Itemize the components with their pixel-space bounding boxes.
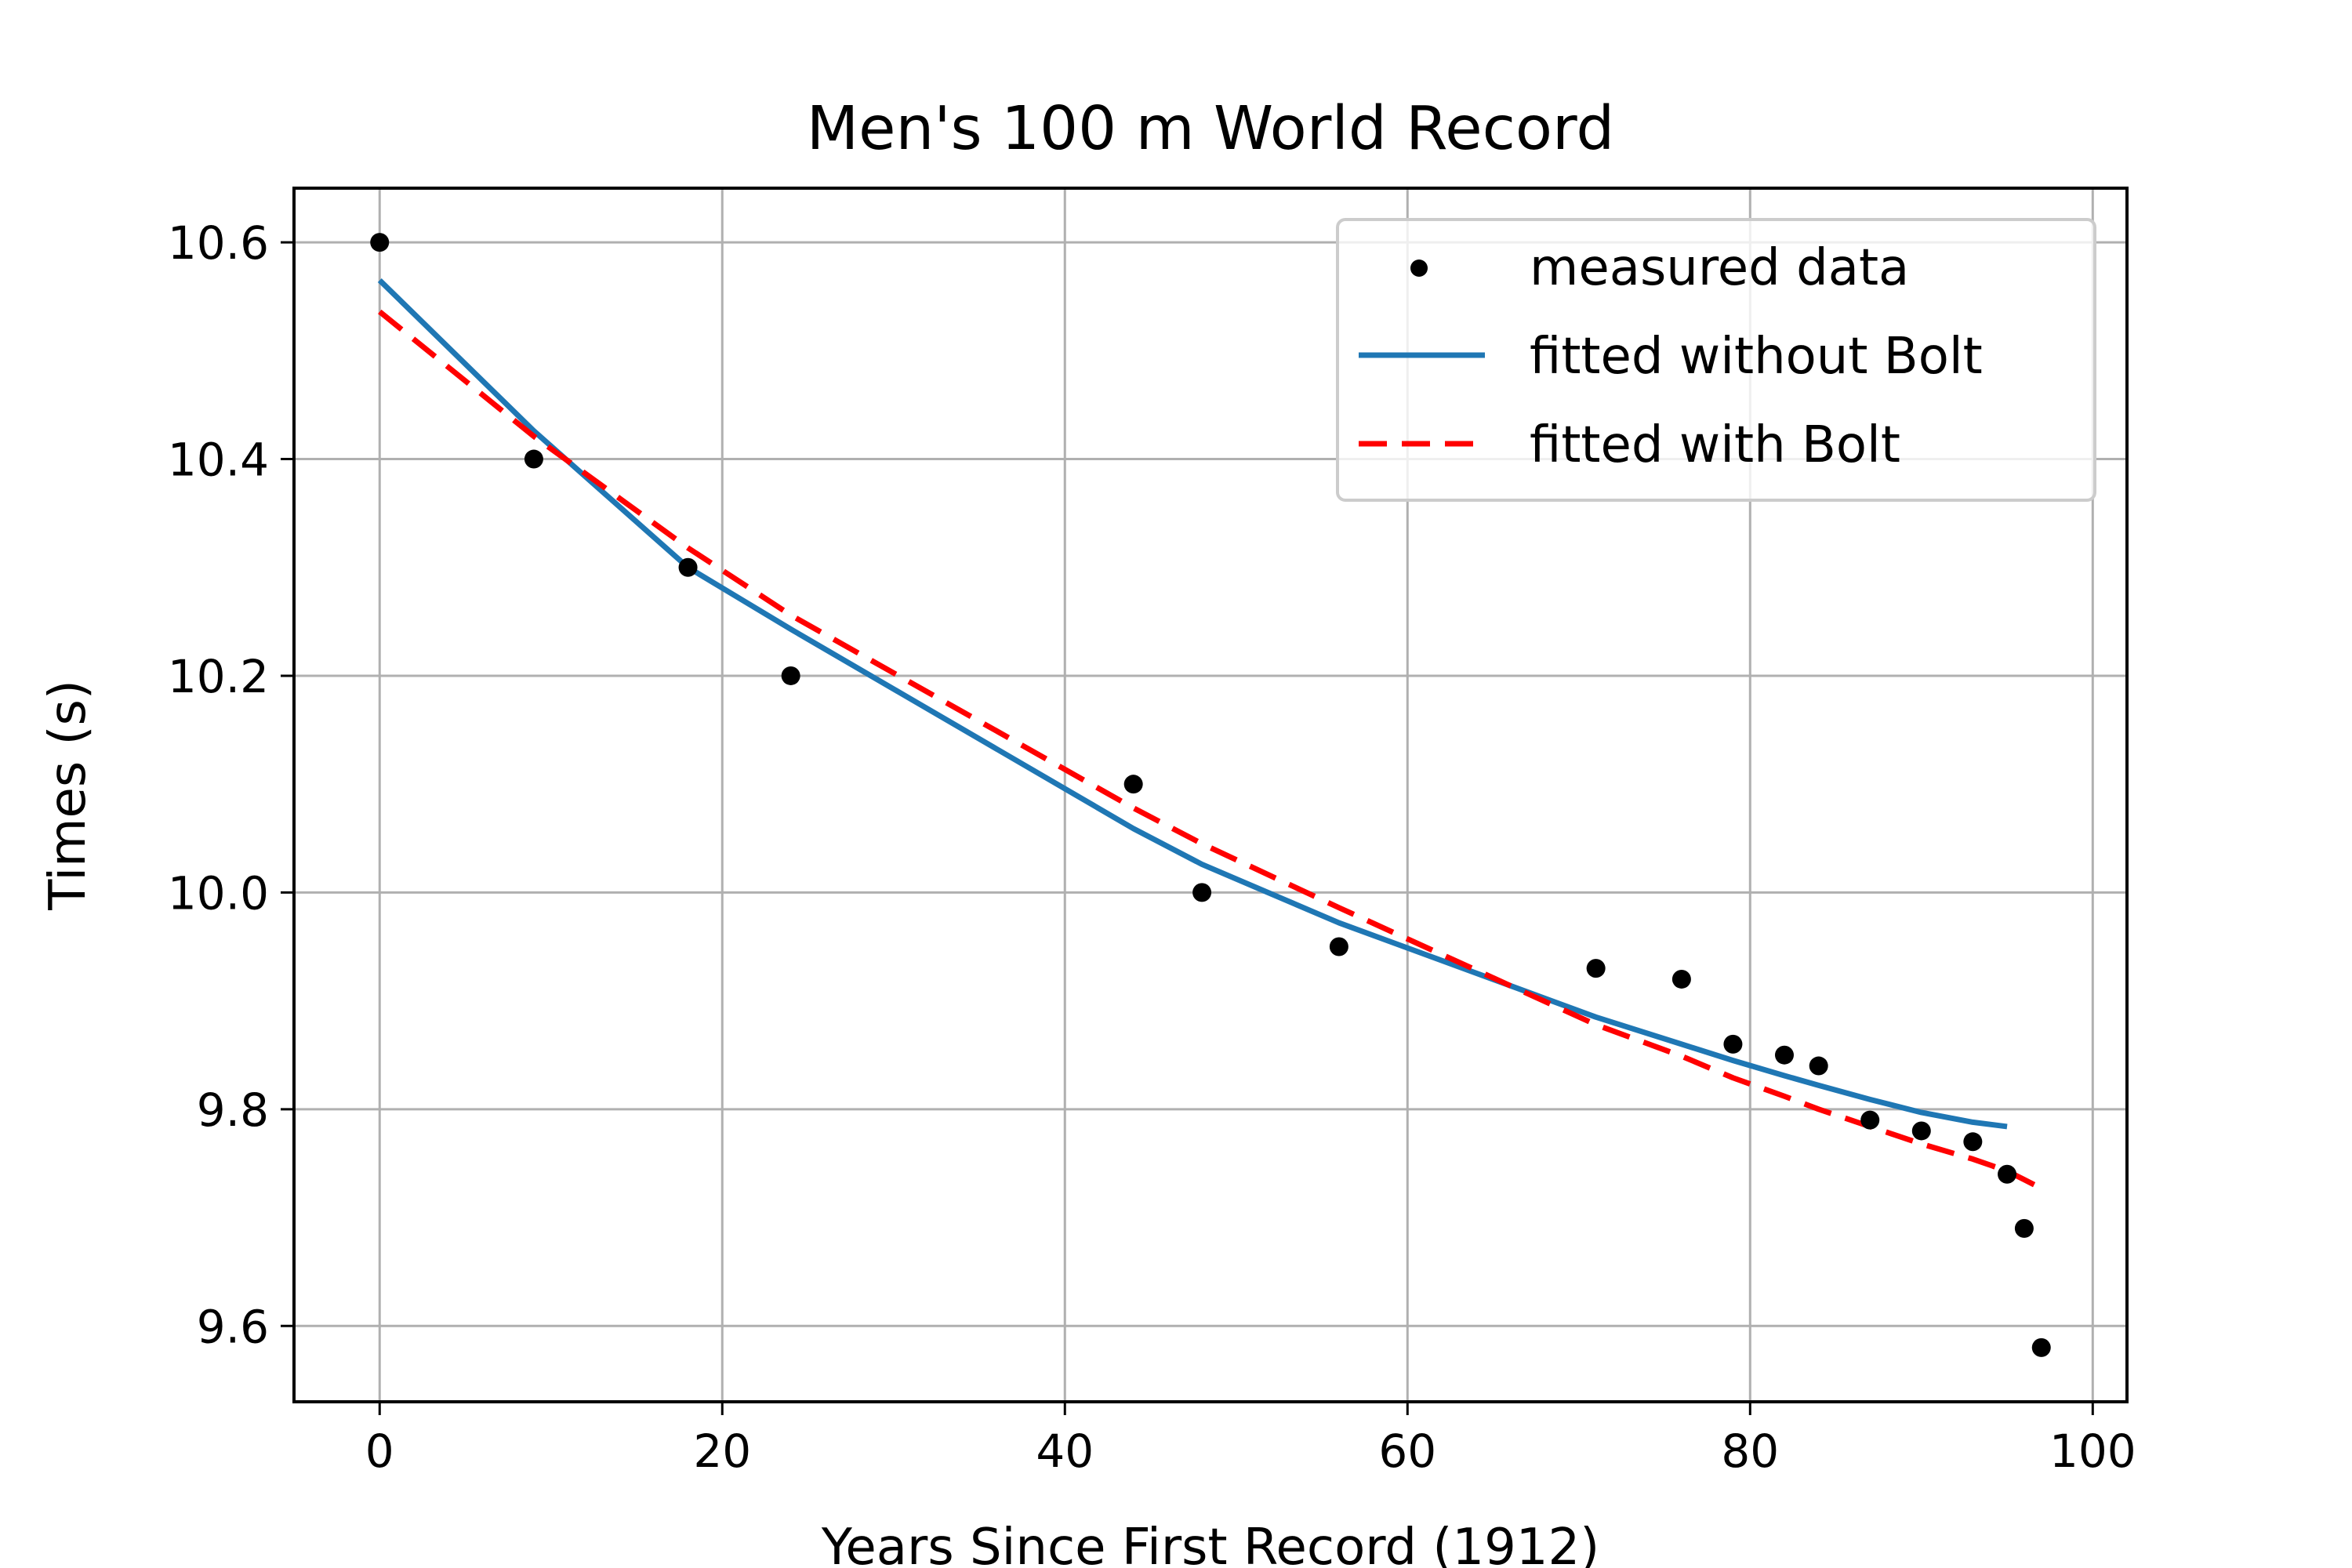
series-line-fitted-with-bolt [378,309,2043,1191]
data-point [678,557,698,577]
x-tick-label: 80 [1721,1425,1779,1478]
data-point [1123,775,1143,794]
legend-label-fitted-with-bolt: fitted with Bolt [1530,416,1900,474]
legend: measured data fitted without Bolt fitted… [1336,218,2096,502]
legend-box [1336,218,2096,502]
y-tick-label: 10.2 [168,650,269,703]
data-point [1723,1034,1743,1054]
series-line-fitted-without-bolt [377,278,2008,1130]
data-point [1911,1121,1931,1141]
legend-label-measured-data: measured data [1530,239,1909,297]
legend-marker-measured-data [1410,260,1428,277]
y-tick-label: 9.6 [197,1300,269,1353]
data-point [1329,937,1348,956]
x-axis: 0 20 40 60 80 100 [365,1402,2136,1478]
data-point [1774,1045,1794,1065]
y-tick-label: 9.8 [197,1083,269,1137]
series-layer [370,233,2051,1357]
data-point [1963,1132,1983,1152]
data-point [2031,1338,2051,1357]
x-tick-label: 100 [2049,1425,2136,1478]
x-tick-label: 20 [693,1425,751,1478]
x-axis-label: Years Since First Record (1912) [821,1519,1599,1568]
y-axis-label: Times (s) [39,680,97,911]
data-point [2014,1218,2034,1238]
chart-title: Men's 100 m World Record [807,94,1614,164]
y-tick-label: 10.0 [168,866,269,920]
x-tick-label: 60 [1378,1425,1436,1478]
data-point [1586,959,1606,978]
data-point [370,233,390,252]
legend-label-fitted-without-bolt: fitted without Bolt [1530,328,1983,386]
data-point [781,666,800,685]
y-tick-label: 10.4 [168,434,269,487]
y-axis: 9.6 9.8 10.0 10.2 10.4 10.6 [168,216,294,1353]
y-tick-label: 10.6 [168,216,269,270]
data-point [1998,1164,2017,1184]
x-tick-label: 40 [1036,1425,1094,1478]
data-point [524,449,543,469]
plot-frame [292,187,2129,1403]
data-point [1192,883,1212,902]
data-point [1860,1110,1880,1130]
data-point [1671,969,1691,989]
data-point [1809,1056,1828,1076]
x-tick-label: 0 [365,1425,394,1478]
